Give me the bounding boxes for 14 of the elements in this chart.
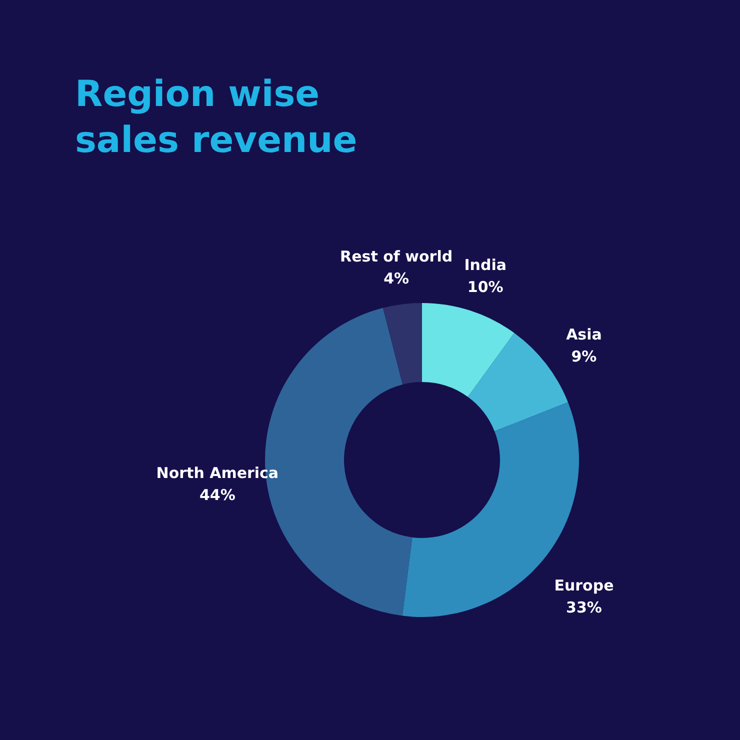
donut-slice — [468, 332, 568, 432]
chart-title: Region wise sales revenue — [75, 74, 358, 161]
data-label: 10% — [467, 278, 504, 296]
data-label: 9% — [571, 347, 597, 366]
data-label: 4% — [384, 270, 410, 288]
donut-slice — [422, 303, 514, 397]
data-label: 44% — [199, 486, 236, 504]
data-label: 33% — [566, 598, 602, 617]
slice-label: India — [464, 256, 506, 274]
slice-label: North America — [156, 464, 279, 482]
donut-slice — [382, 303, 422, 384]
slice-label: Rest of world — [340, 248, 453, 266]
slice-label: Asia — [566, 325, 602, 344]
slice-label: Europe — [554, 576, 614, 595]
